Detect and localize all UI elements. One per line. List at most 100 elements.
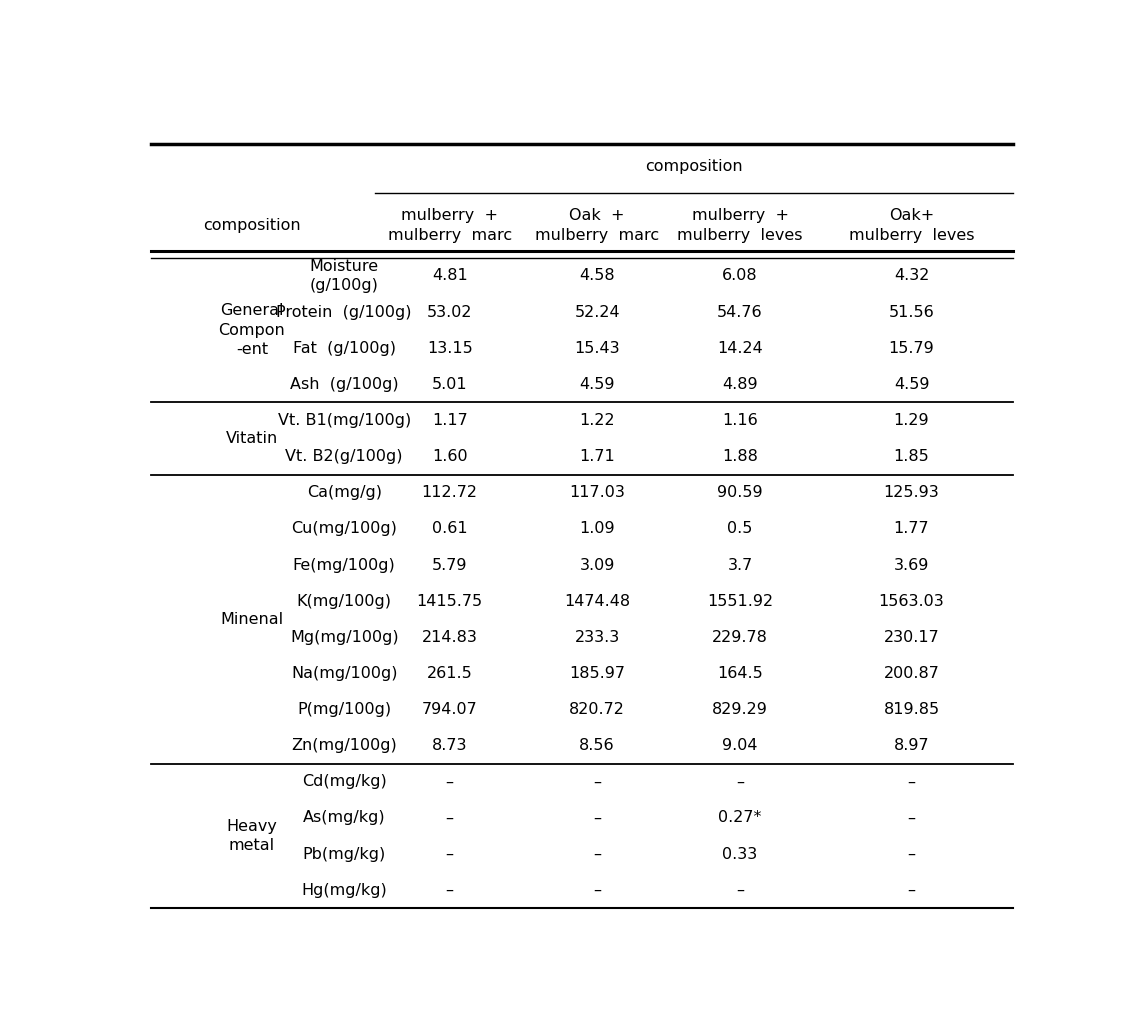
Text: 214.83: 214.83 [422,630,478,645]
Text: Na(mg/100g): Na(mg/100g) [291,666,397,681]
Text: 794.07: 794.07 [422,702,478,717]
Text: Fe(mg/100g): Fe(mg/100g) [293,557,396,573]
Text: 52.24: 52.24 [574,305,620,320]
Text: K(mg/100g): K(mg/100g) [296,594,392,609]
Text: 1.09: 1.09 [579,521,615,537]
Text: 1.29: 1.29 [893,413,930,428]
Text: Zn(mg/100g): Zn(mg/100g) [292,738,397,753]
Text: 125.93: 125.93 [884,485,940,500]
Text: 1.17: 1.17 [432,413,468,428]
Text: Minenal: Minenal [220,612,284,627]
Text: Ca(mg/g): Ca(mg/g) [306,485,381,500]
Text: 1.60: 1.60 [432,449,468,464]
Text: 185.97: 185.97 [569,666,625,681]
Text: 3.69: 3.69 [894,557,930,573]
Text: –: – [594,774,602,789]
Text: Fat  (g/100g): Fat (g/100g) [293,340,396,356]
Text: 3.09: 3.09 [579,557,615,573]
Text: Protein  (g/100g): Protein (g/100g) [277,305,412,320]
Text: Oak+
mulberry  leves: Oak+ mulberry leves [849,208,974,243]
Text: Ash  (g/100g): Ash (g/100g) [289,376,398,392]
Text: Vt. B2(g/100g): Vt. B2(g/100g) [285,449,403,464]
Text: 8.97: 8.97 [893,738,930,753]
Text: –: – [735,883,745,898]
Text: 54.76: 54.76 [717,305,763,320]
Text: As(mg/kg): As(mg/kg) [303,811,386,825]
Text: Heavy
metal: Heavy metal [226,819,277,853]
Text: Moisture
(g/100g): Moisture (g/100g) [310,260,379,293]
Text: 4.81: 4.81 [432,269,468,283]
Text: 4.59: 4.59 [579,376,615,392]
Text: 112.72: 112.72 [422,485,478,500]
Text: –: – [446,811,454,825]
Text: 15.79: 15.79 [889,340,934,356]
Text: 1563.03: 1563.03 [878,594,944,609]
Text: 13.15: 13.15 [427,340,472,356]
Text: 230.17: 230.17 [884,630,940,645]
Text: 5.01: 5.01 [432,376,468,392]
Text: Oak  +
mulberry  marc: Oak + mulberry marc [535,208,659,243]
Text: 0.5: 0.5 [728,521,753,537]
Text: 1.71: 1.71 [579,449,615,464]
Text: 53.02: 53.02 [427,305,472,320]
Text: 4.59: 4.59 [893,376,930,392]
Text: 90.59: 90.59 [717,485,763,500]
Text: 51.56: 51.56 [889,305,934,320]
Text: General
Compon
-ent: General Compon -ent [218,303,285,358]
Text: 8.73: 8.73 [432,738,468,753]
Text: 0.33: 0.33 [722,847,758,861]
Text: 1.22: 1.22 [579,413,615,428]
Text: 0.27*: 0.27* [718,811,762,825]
Text: 1.85: 1.85 [893,449,930,464]
Text: –: – [446,847,454,861]
Text: mulberry  +
mulberry  leves: mulberry + mulberry leves [678,208,802,243]
Text: 5.79: 5.79 [432,557,468,573]
Text: –: – [594,811,602,825]
Text: –: – [594,847,602,861]
Text: 8.56: 8.56 [579,738,615,753]
Text: –: – [908,774,916,789]
Text: –: – [735,774,745,789]
Text: 1474.48: 1474.48 [564,594,630,609]
Text: 9.04: 9.04 [722,738,758,753]
Text: –: – [594,883,602,898]
Text: 829.29: 829.29 [712,702,768,717]
Text: 164.5: 164.5 [717,666,763,681]
Text: –: – [908,811,916,825]
Text: Vt. B1(mg/100g): Vt. B1(mg/100g) [278,413,411,428]
Text: 15.43: 15.43 [574,340,620,356]
Text: 233.3: 233.3 [574,630,620,645]
Text: Cd(mg/kg): Cd(mg/kg) [302,774,387,789]
Text: composition: composition [645,159,742,174]
Text: 1.88: 1.88 [722,449,758,464]
Text: 261.5: 261.5 [427,666,472,681]
Text: Pb(mg/kg): Pb(mg/kg) [303,847,386,861]
Text: 1551.92: 1551.92 [707,594,773,609]
Text: 229.78: 229.78 [712,630,768,645]
Text: –: – [908,847,916,861]
Text: –: – [446,883,454,898]
Text: 820.72: 820.72 [569,702,625,717]
Text: 117.03: 117.03 [569,485,625,500]
Text: Hg(mg/kg): Hg(mg/kg) [301,883,387,898]
Text: Vitatin: Vitatin [226,431,278,446]
Text: mulberry  +
mulberry  marc: mulberry + mulberry marc [388,208,512,243]
Text: 0.61: 0.61 [432,521,468,537]
Text: Cu(mg/100g): Cu(mg/100g) [292,521,397,537]
Text: 1415.75: 1415.75 [417,594,482,609]
Text: Mg(mg/100g): Mg(mg/100g) [289,630,398,645]
Text: P(mg/100g): P(mg/100g) [297,702,392,717]
Text: 200.87: 200.87 [884,666,940,681]
Text: 14.24: 14.24 [717,340,763,356]
Text: 1.16: 1.16 [722,413,758,428]
Text: 4.89: 4.89 [722,376,758,392]
Text: 6.08: 6.08 [722,269,758,283]
Text: 3.7: 3.7 [728,557,753,573]
Text: 4.32: 4.32 [894,269,930,283]
Text: –: – [908,883,916,898]
Text: –: – [446,774,454,789]
Text: 1.77: 1.77 [893,521,930,537]
Text: 4.58: 4.58 [579,269,615,283]
Text: 819.85: 819.85 [883,702,940,717]
Text: composition: composition [203,218,301,233]
